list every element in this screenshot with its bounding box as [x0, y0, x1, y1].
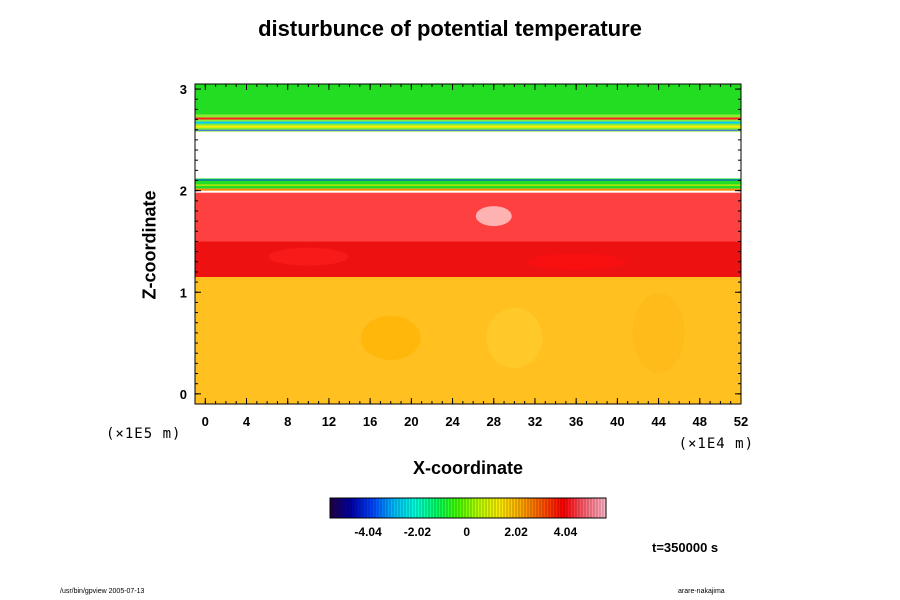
heatmap-region-2 [195, 131, 741, 179]
y-axis-unit: (×1E5 m) [106, 426, 182, 442]
x-tick-label: 48 [693, 414, 707, 429]
x-tick-label: 36 [569, 414, 583, 429]
heatmap-region-4 [195, 192, 741, 242]
heatmap-region-3 [195, 178, 741, 189]
time-annotation: t=350000 s [652, 540, 719, 555]
heatmap-region-0 [195, 84, 741, 115]
heatmap-eddy-4 [268, 247, 349, 266]
heatmap-band-6 [195, 188, 741, 191]
y-tick-label: 3 [180, 82, 187, 97]
heatmap-eddy-0 [475, 206, 512, 227]
heatmap-eddy-1 [360, 315, 421, 360]
heatmap-eddy-5 [526, 253, 627, 270]
footer-left-text: /usr/bin/gpview 2005-07-13 [60, 588, 145, 595]
x-tick-label: 40 [610, 414, 624, 429]
y-axis-label: Z-coordinate [139, 190, 160, 300]
x-tick-label: 16 [363, 414, 377, 429]
heatmap-band-1 [195, 121, 741, 124]
x-tick-label: 4 [243, 414, 251, 429]
y-tick-label: 2 [180, 184, 187, 199]
x-tick-label: 32 [528, 414, 542, 429]
x-tick-label: 8 [284, 414, 291, 429]
x-tick-label: 28 [487, 414, 501, 429]
y-tick-label: 0 [180, 387, 187, 402]
plot-frame [194, 83, 742, 405]
x-tick-label: 44 [651, 414, 666, 429]
y-tick-label: 1 [180, 285, 187, 300]
footer-right-text: arare-nakajima [678, 588, 725, 595]
x-tick-label: 52 [734, 414, 748, 429]
heatmap-band-3 [195, 129, 741, 131]
x-axis-label: X-coordinate [412, 458, 523, 478]
heatmap-eddy-2 [486, 307, 543, 368]
x-axis-unit: (×1E4 m) [678, 436, 754, 452]
x-tick-label: 20 [404, 414, 418, 429]
heatmap-band-2 [195, 125, 741, 128]
x-tick-label: 12 [322, 414, 336, 429]
heatmap-eddy-3 [632, 292, 685, 373]
x-tick-label: 24 [445, 414, 460, 429]
heatmap-band-4 [195, 179, 741, 181]
chart-title: disturbunce of potential temperature [258, 16, 642, 41]
heatmap-band-0 [195, 117, 741, 120]
heatmap-band-5 [195, 184, 741, 186]
x-tick-label: 0 [202, 414, 209, 429]
